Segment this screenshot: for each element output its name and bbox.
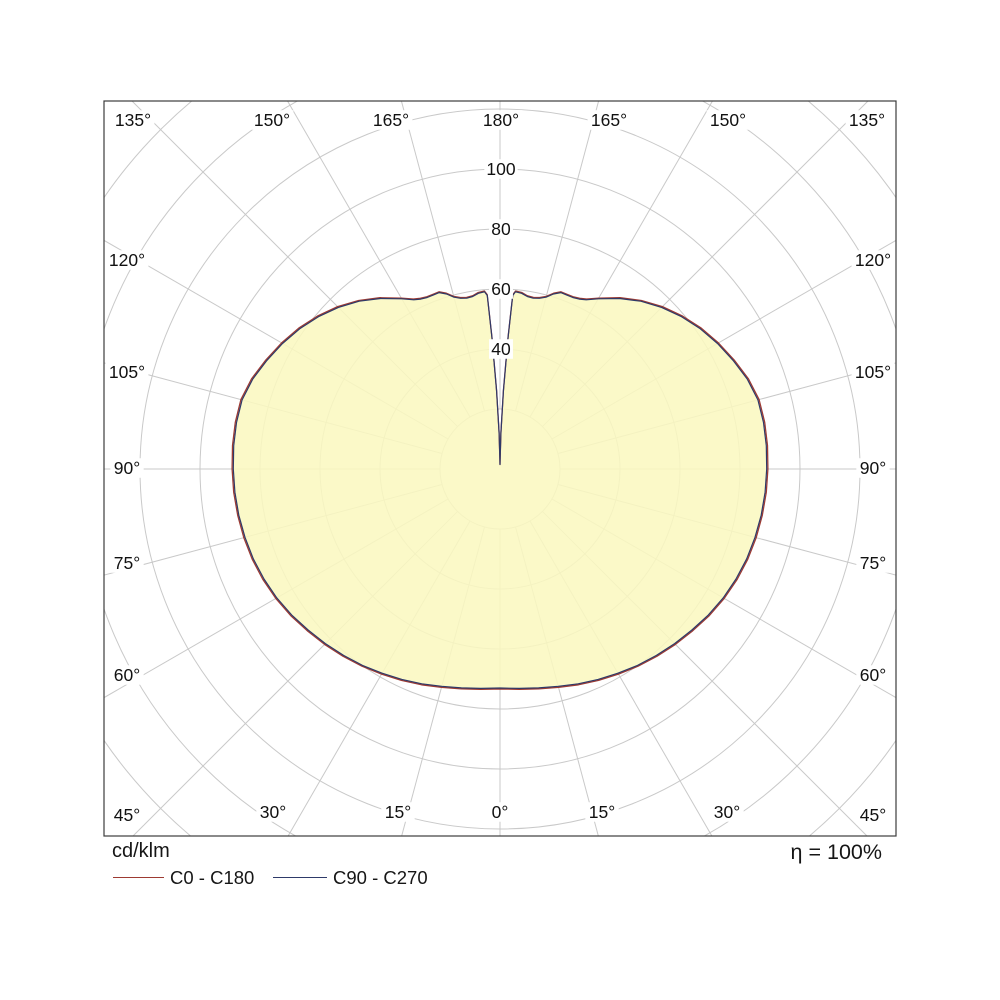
angle-label-top-bg xyxy=(845,110,889,130)
r-axis-label: 100 xyxy=(486,159,515,179)
angle-label-left-bg xyxy=(105,250,149,270)
legend-line-c0-c180-icon xyxy=(113,877,164,878)
angle-label-top-bg xyxy=(587,110,631,130)
angle-label-right-bg xyxy=(856,665,890,685)
angle-label-bottom: 30° xyxy=(260,802,286,822)
angle-label-left-bg xyxy=(110,805,144,825)
angle-label-top: 150° xyxy=(254,110,290,130)
plot-border xyxy=(103,100,897,837)
angle-label-bottom-bg xyxy=(710,802,744,822)
r-axis-label-bg xyxy=(484,159,518,179)
angle-label-right: 90° xyxy=(860,458,886,478)
angle-label-top-bg xyxy=(479,110,523,130)
angle-label-left-bg xyxy=(110,458,144,478)
angle-label-top: 165° xyxy=(373,110,409,130)
angle-label-right: 105° xyxy=(855,362,891,382)
angle-label-left-bg xyxy=(110,665,144,685)
angle-label-top-bg xyxy=(111,110,155,130)
angle-label-right: 120° xyxy=(855,250,891,270)
efficiency-label: η = 100% xyxy=(790,840,882,864)
angle-label-bottom: 0° xyxy=(492,802,509,822)
angle-label-left: 75° xyxy=(114,553,140,573)
angle-label-bottom-bg xyxy=(256,802,290,822)
angle-label-top-bg xyxy=(369,110,413,130)
angle-label-left-bg xyxy=(105,362,149,382)
legend-label-c90-c270: C90 - C270 xyxy=(333,867,428,888)
units-label: cd/klm xyxy=(112,840,170,862)
angle-label-bottom-bg xyxy=(381,802,415,822)
r-axis-label: 80 xyxy=(491,219,511,239)
angle-label-top: 135° xyxy=(849,110,885,130)
angle-label-bottom: 15° xyxy=(385,802,411,822)
legend-line-c90-c270-icon xyxy=(273,877,327,878)
angle-label-bottom: 30° xyxy=(714,802,740,822)
angle-label-left: 45° xyxy=(114,805,140,825)
angle-label-right: 60° xyxy=(860,665,886,685)
angle-label-top: 180° xyxy=(483,110,519,130)
angle-label-right-bg xyxy=(856,805,890,825)
angle-label-left: 60° xyxy=(114,665,140,685)
angle-label-bottom-bg xyxy=(488,802,512,822)
curve-c90-c270 xyxy=(232,291,768,689)
angle-label-top: 135° xyxy=(115,110,151,130)
angle-label-bottom-bg xyxy=(585,802,619,822)
legend-label-c0-c180: C0 - C180 xyxy=(170,867,255,888)
angle-label-left: 105° xyxy=(109,362,145,382)
angle-label-right-bg xyxy=(851,362,895,382)
angle-label-left: 90° xyxy=(114,458,140,478)
angle-label-bottom: 15° xyxy=(589,802,615,822)
angle-label-left: 120° xyxy=(109,250,145,270)
angle-label-right-bg xyxy=(856,458,890,478)
angle-label-top-bg xyxy=(706,110,750,130)
angle-label-top: 165° xyxy=(591,110,627,130)
r-axis-label-bg xyxy=(489,339,513,359)
curve-c0-c180 xyxy=(231,290,769,690)
r-axis-label: 60 xyxy=(491,279,511,299)
angle-label-right-bg xyxy=(851,250,895,270)
intensity-curve-fill xyxy=(233,291,767,689)
r-axis-label: 40 xyxy=(491,339,511,359)
r-axis-label-bg xyxy=(489,279,513,299)
angle-label-top-bg xyxy=(250,110,294,130)
angle-label-top: 150° xyxy=(710,110,746,130)
r-axis-label-bg xyxy=(489,219,513,239)
angle-label-left-bg xyxy=(110,553,144,573)
angle-label-right: 45° xyxy=(860,805,886,825)
angle-label-right: 75° xyxy=(860,553,886,573)
angle-label-right-bg xyxy=(856,553,890,573)
